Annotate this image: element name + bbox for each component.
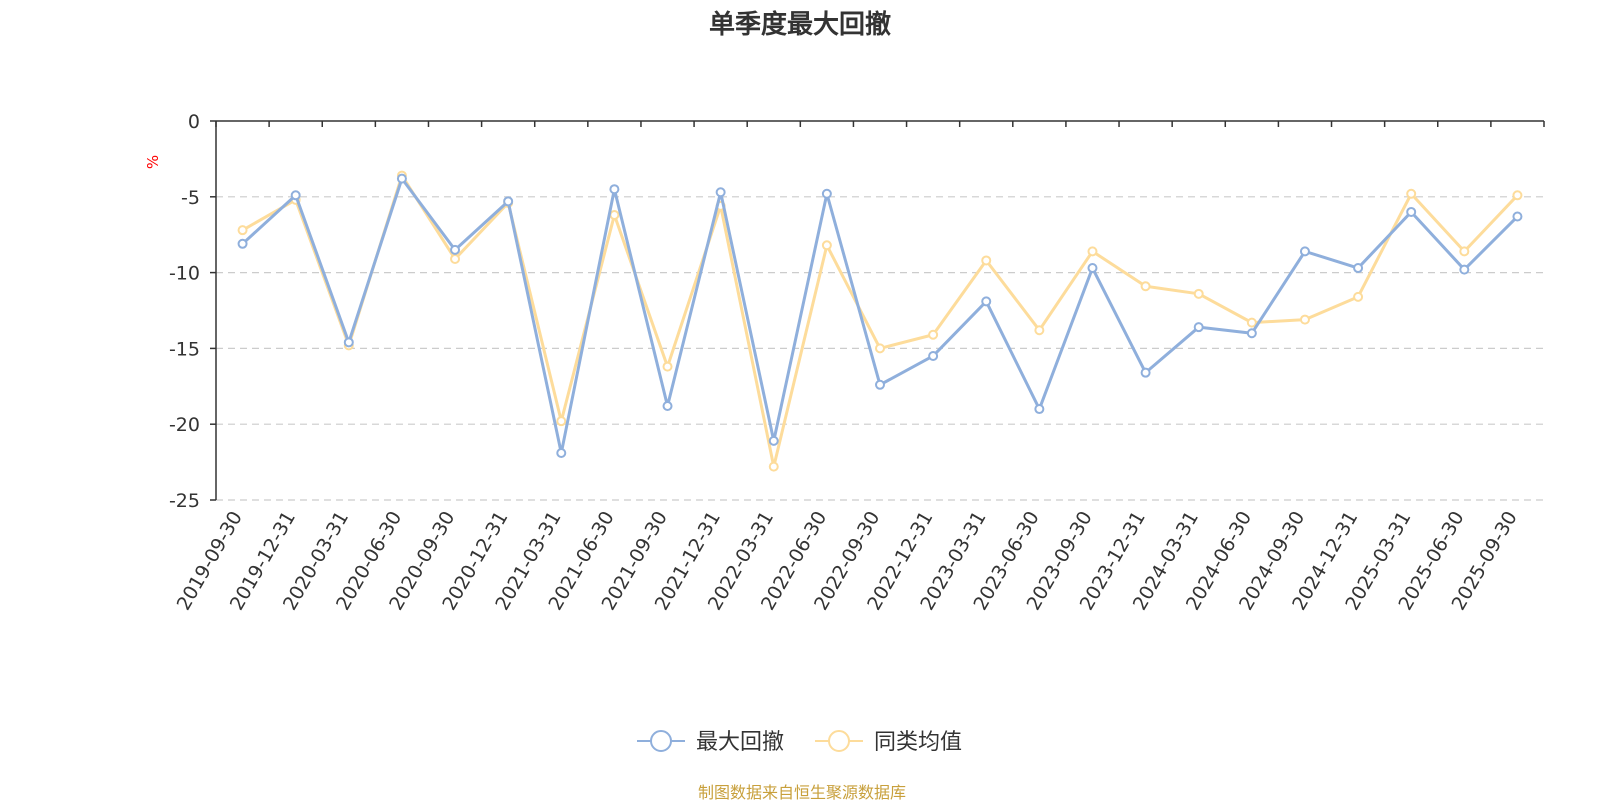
data-point[interactable] (928, 350, 939, 361)
data-point[interactable] (662, 361, 673, 372)
y-tick-label: -25 (169, 490, 200, 512)
data-point[interactable] (1034, 325, 1045, 336)
data-point[interactable] (609, 184, 620, 195)
data-point[interactable] (768, 435, 779, 446)
data-point[interactable] (1299, 246, 1310, 257)
data-point[interactable] (1353, 291, 1364, 302)
legend-label-max-drawdown: 最大回撤 (696, 730, 784, 755)
data-point[interactable] (875, 343, 885, 354)
legend-item-peer-average[interactable]: 同类均值 (815, 730, 962, 755)
data-point[interactable] (1512, 190, 1523, 201)
data-point[interactable] (1512, 211, 1523, 222)
series-0 (237, 173, 1523, 459)
data-point[interactable] (875, 379, 885, 390)
data-point[interactable] (556, 416, 567, 427)
source-note: 制图数据来自恒生聚源数据库 (698, 783, 906, 800)
data-point[interactable] (609, 209, 620, 220)
y-ticks: 0 -5 -10 -15 -20 -25 (169, 111, 216, 512)
data-point[interactable] (396, 173, 407, 184)
data-point[interactable] (821, 188, 832, 199)
data-point[interactable] (1406, 188, 1417, 199)
data-point[interactable] (556, 448, 567, 459)
data-point[interactable] (237, 238, 248, 249)
chart-title: 单季度最大回撤 (709, 9, 891, 40)
data-point[interactable] (1034, 404, 1045, 415)
data-point[interactable] (237, 225, 248, 236)
y-tick-label: -5 (181, 187, 200, 209)
series-line (241, 177, 1519, 455)
data-point[interactable] (928, 329, 939, 340)
legend: 最大回撤 同类均值 (637, 730, 962, 755)
legend-marker-peer-average (828, 730, 850, 752)
data-point[interactable] (1193, 322, 1204, 333)
y-tick-label: -15 (169, 338, 200, 360)
data-point[interactable] (1459, 264, 1470, 275)
data-point[interactable] (821, 240, 832, 251)
data-point[interactable] (450, 244, 461, 255)
data-point[interactable] (1353, 263, 1364, 274)
data-point[interactable] (662, 401, 673, 412)
data-point[interactable] (290, 190, 301, 201)
y-tick-label: 0 (188, 111, 200, 133)
y-axis-unit: % (144, 155, 162, 169)
legend-item-max-drawdown[interactable]: 最大回撤 (637, 730, 784, 755)
data-point[interactable] (768, 461, 779, 472)
y-tick-label: -20 (169, 414, 200, 436)
data-point[interactable] (1140, 281, 1151, 292)
data-point[interactable] (1406, 206, 1417, 217)
data-point[interactable] (1140, 367, 1151, 378)
data-point[interactable] (1246, 317, 1257, 328)
data-point[interactable] (450, 253, 461, 264)
legend-label-peer-average: 同类均值 (874, 730, 962, 755)
data-point[interactable] (1087, 246, 1098, 257)
data-point[interactable] (1299, 314, 1310, 325)
data-point[interactable] (1459, 246, 1470, 257)
data-point[interactable] (1246, 328, 1257, 339)
data-point[interactable] (715, 187, 726, 198)
series-layer (237, 170, 1523, 472)
data-point[interactable] (1087, 263, 1098, 274)
data-point[interactable] (981, 255, 992, 266)
axes (215, 120, 1544, 500)
y-tick-label: -10 (169, 263, 200, 285)
data-point[interactable] (343, 337, 354, 348)
data-point[interactable] (503, 196, 514, 207)
legend-marker-max-drawdown (650, 730, 672, 752)
x-ticks: 2019-09-302019-12-312020-03-312020-06-30… (173, 121, 1545, 614)
data-point[interactable] (981, 296, 992, 307)
data-point[interactable] (1193, 288, 1204, 299)
